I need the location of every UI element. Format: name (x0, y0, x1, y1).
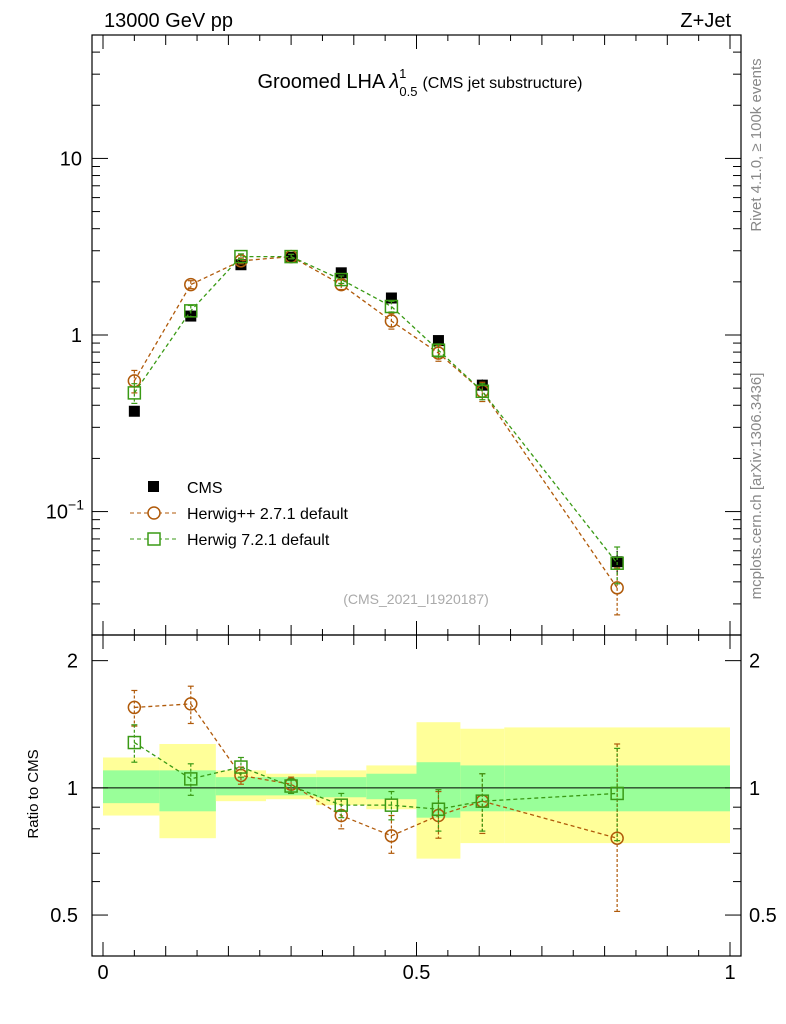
ratio-point (384, 829, 399, 843)
ratio-point (234, 760, 248, 774)
band-inner (366, 773, 417, 800)
ratio-y-tick-label-right: 0.5 (749, 905, 777, 927)
data-point (235, 259, 247, 271)
series-herwigpp (127, 249, 624, 616)
legend-label-cms: CMS (187, 480, 223, 497)
ratio-uncertainty-bands (103, 722, 730, 859)
ratio-point (334, 798, 349, 812)
title-main: Groomed LHA (257, 71, 385, 93)
title-sup: 1 (399, 66, 406, 81)
plot-title: Groomed LHA λ1 0.5 (CMS jet substructure) (257, 66, 582, 99)
legend-marker-herwigpp (147, 506, 161, 520)
process-label: Z+Jet (680, 10, 731, 32)
data-point (285, 251, 297, 263)
x-tick-label: 0.5 (403, 962, 431, 984)
rivet-label: Rivet 4.1.0, ≥ 100k events (748, 58, 765, 231)
data-point (432, 335, 444, 347)
ratio-y-tick-label-right: 2 (749, 651, 760, 673)
data-point (431, 343, 446, 357)
title-note: (CMS jet substructure) (422, 75, 582, 92)
series-line (133, 255, 618, 589)
data-point (184, 277, 198, 292)
data-point (385, 292, 397, 304)
legend-label-herwig7: Herwig 7.2.1 default (187, 532, 330, 549)
legend-label-herwigpp: Herwig++ 2.7.1 default (187, 506, 349, 523)
y-tick-label: 1 (71, 325, 82, 347)
main-y-tick-labels: 10 1 10−1 (46, 148, 84, 523)
series-cms (128, 251, 623, 575)
band-inner (215, 777, 267, 796)
analysis-id: (CMS_2021_I1920187) (343, 591, 489, 607)
data-point (611, 556, 623, 568)
y-tick-label: 10 (60, 148, 82, 170)
mcplots-label: mcplots.cern.ch [arXiv:1306.3436] (748, 373, 765, 600)
x-tick-label: 1 (724, 962, 735, 984)
ratio-point (184, 697, 198, 711)
ratio-point (610, 786, 624, 801)
ratio-axis-ticks (92, 635, 741, 957)
energy-label: 13000 GeV pp (104, 10, 233, 32)
data-point (334, 272, 349, 287)
data-point (234, 249, 248, 264)
data-point (475, 384, 490, 399)
ratio-point (610, 831, 624, 845)
title-symbol: λ (388, 71, 399, 93)
ratio-y-tick-label: 1 (67, 778, 78, 800)
ratio-panel: 2 21 10.5 0.5 0 0.5 1 Ratio to CMS (25, 634, 777, 984)
data-point (184, 304, 198, 318)
data-point (384, 314, 399, 328)
ratio-point (184, 772, 198, 786)
ratio-y-tick-label-right: 1 (749, 778, 760, 800)
ratio-point (127, 700, 142, 715)
data-point (335, 267, 347, 279)
band-inner (316, 777, 367, 798)
ratio-y-tick-labels: 2 2 1 1 0.5 0.5 (50, 651, 777, 927)
x-tick-label: 0 (97, 962, 108, 984)
ratio-point (384, 798, 399, 812)
ratio-series-group (127, 685, 624, 913)
ratio-y-tick-label: 2 (67, 651, 78, 673)
legend: CMS Herwig++ 2.7.1 default Herwig 7.2.1 … (130, 480, 349, 549)
x-tick-labels: 0 0.5 1 (97, 962, 735, 984)
band-inner (103, 770, 160, 804)
ratio-point (475, 794, 490, 808)
ratio-point (431, 802, 446, 816)
main-series-group (127, 249, 624, 616)
main-axis-ticks (92, 34, 741, 636)
legend-marker-herwig7 (147, 532, 161, 546)
series-herwig7 (127, 249, 624, 585)
ratio-ylabel: Ratio to CMS (25, 749, 42, 838)
data-point (128, 405, 140, 417)
data-point (127, 386, 142, 400)
ratio-point (284, 779, 298, 793)
ratio-y-tick-label: 0.5 (50, 905, 78, 927)
data-point (610, 556, 624, 570)
title-sub: 0.5 (399, 84, 417, 99)
data-point (610, 581, 624, 595)
y-tick-label: 10−1 (46, 497, 84, 524)
ratio-series-herwig7 (127, 724, 624, 842)
legend-marker-cms (148, 481, 159, 492)
data-point (284, 249, 298, 264)
ratio-point (127, 735, 142, 750)
data-point (384, 299, 399, 314)
